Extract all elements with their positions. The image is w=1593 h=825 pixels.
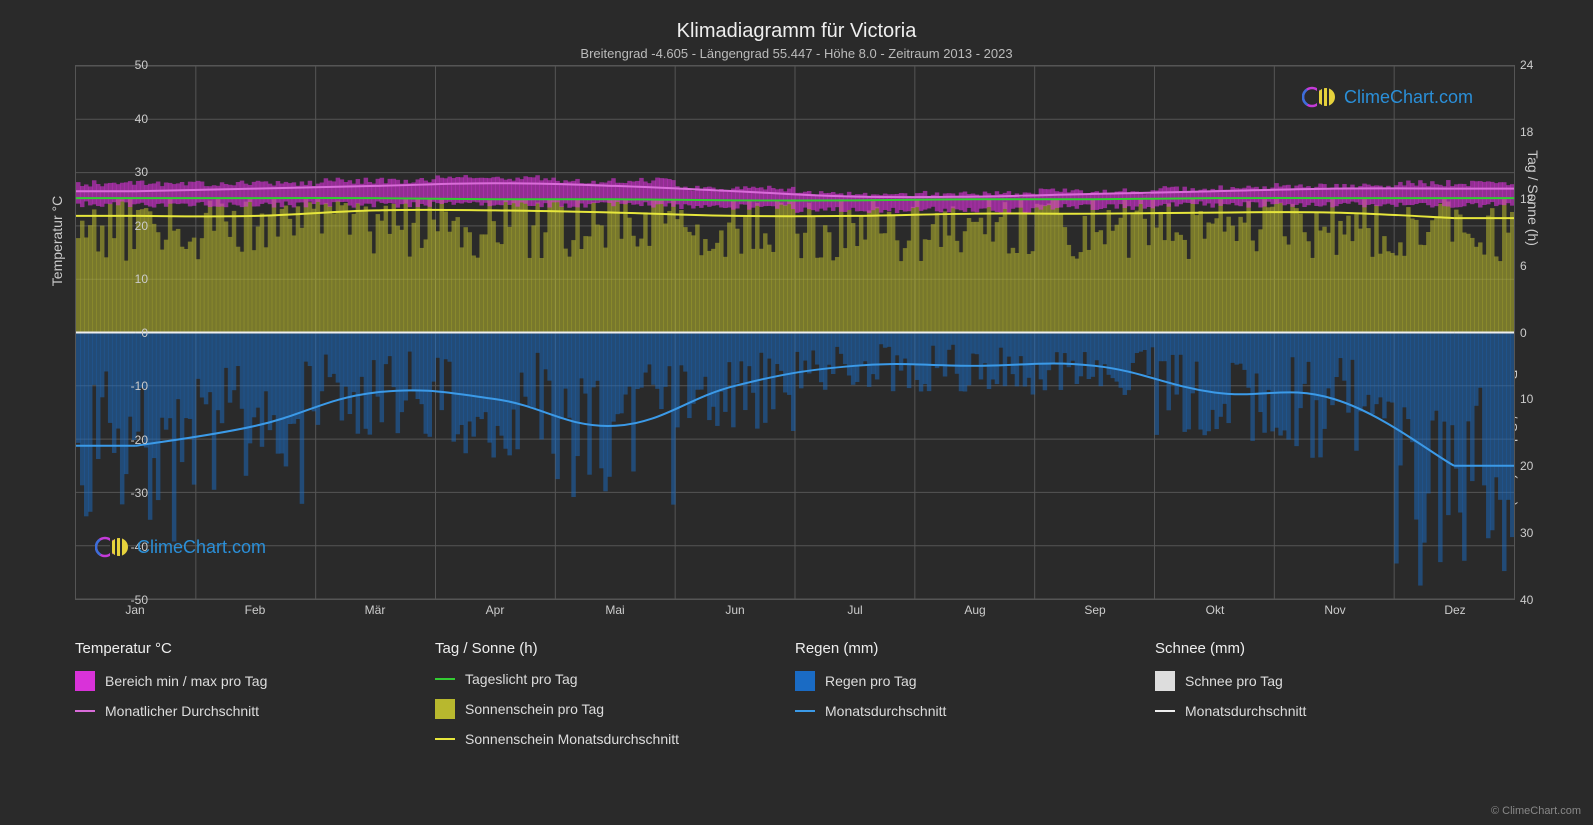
legend-title: Tag / Sonne (h) [435,640,795,657]
legend: Temperatur °C Bereich min / max pro Tag Mo… [75,640,1515,759]
legend-label: Monatsdurchschnitt [1185,703,1306,719]
y-tick-left: 0 [108,326,148,340]
chart-svg [76,66,1514,599]
legend-swatch [435,678,455,680]
legend-swatch [795,710,815,712]
x-tick-month: Sep [1084,603,1105,617]
y-tick-right: 0 [1520,326,1527,340]
legend-item: Bereich min / max pro Tag [75,671,435,691]
y-tick-left: -20 [108,433,148,447]
y-tick-right: 24 [1520,58,1533,72]
legend-label: Schnee pro Tag [1185,673,1283,689]
y-tick-left: 50 [108,58,148,72]
x-tick-month: Nov [1324,603,1345,617]
legend-label: Sonnenschein pro Tag [465,701,604,717]
x-tick-month: Dez [1444,603,1465,617]
chart-plot-area [75,65,1515,600]
x-tick-month: Feb [245,603,266,617]
x-tick-month: Aug [964,603,985,617]
chart-title: Klimadiagramm für Victoria [677,20,917,43]
climechart-logo-icon [1302,85,1338,109]
legend-label: Sonnenschein Monatsdurchschnitt [465,731,679,747]
watermark: ClimeChart.com [95,535,266,559]
legend-column: Temperatur °C Bereich min / max pro Tag Mo… [75,640,435,759]
legend-item: Regen pro Tag [795,671,1155,691]
y-tick-right: 10 [1520,392,1533,406]
legend-item: Tageslicht pro Tag [435,671,795,687]
legend-swatch [75,710,95,712]
y-tick-right: 6 [1520,259,1527,273]
legend-label: Monatsdurchschnitt [825,703,946,719]
legend-swatch [75,671,95,691]
legend-swatch [435,738,455,740]
x-tick-month: Jun [725,603,744,617]
y-tick-right: 12 [1520,192,1533,206]
y-tick-left: 20 [108,219,148,233]
legend-label: Bereich min / max pro Tag [105,673,267,689]
legend-title: Temperatur °C [75,640,435,657]
legend-item: Monatsdurchschnitt [795,703,1155,719]
y-tick-right: 18 [1520,125,1533,139]
legend-title: Regen (mm) [795,640,1155,657]
y-tick-right: 40 [1520,593,1533,607]
x-tick-month: Apr [486,603,505,617]
legend-label: Monatlicher Durchschnitt [105,703,259,719]
y-axis-left-label: Temperatur °C [49,195,65,285]
y-tick-left: 10 [108,272,148,286]
y-tick-right: 30 [1520,526,1533,540]
legend-item: Schnee pro Tag [1155,671,1515,691]
watermark: ClimeChart.com [1302,85,1473,109]
climechart-logo-icon [95,535,131,559]
y-tick-left: -10 [108,379,148,393]
x-tick-month: Mär [365,603,386,617]
x-tick-month: Okt [1206,603,1225,617]
copyright: © ClimeChart.com [1491,805,1581,817]
legend-swatch [435,699,455,719]
y-tick-left: 40 [108,112,148,126]
legend-label: Regen pro Tag [825,673,917,689]
legend-title: Schnee (mm) [1155,640,1515,657]
legend-item: Sonnenschein pro Tag [435,699,795,719]
legend-item: Monatlicher Durchschnitt [75,703,435,719]
legend-column: Regen (mm) Regen pro Tag Monatsdurchschnit… [795,640,1155,759]
legend-item: Sonnenschein Monatsdurchschnitt [435,731,795,747]
y-tick-left: -30 [108,486,148,500]
chart-subtitle: Breitengrad -4.605 - Längengrad 55.447 -… [580,46,1012,61]
legend-column: Tag / Sonne (h) Tageslicht pro Tag Sonnens… [435,640,795,759]
legend-column: Schnee (mm) Schnee pro Tag Monatsdurchschn… [1155,640,1515,759]
legend-swatch [1155,671,1175,691]
y-tick-left: 30 [108,165,148,179]
y-tick-right: 20 [1520,459,1533,473]
x-tick-month: Mai [605,603,624,617]
x-tick-month: Jan [125,603,144,617]
legend-swatch [795,671,815,691]
legend-swatch [1155,710,1175,712]
legend-label: Tageslicht pro Tag [465,671,578,687]
legend-item: Monatsdurchschnitt [1155,703,1515,719]
watermark-text: ClimeChart.com [1344,87,1473,108]
x-tick-month: Jul [847,603,862,617]
watermark-text: ClimeChart.com [137,537,266,558]
